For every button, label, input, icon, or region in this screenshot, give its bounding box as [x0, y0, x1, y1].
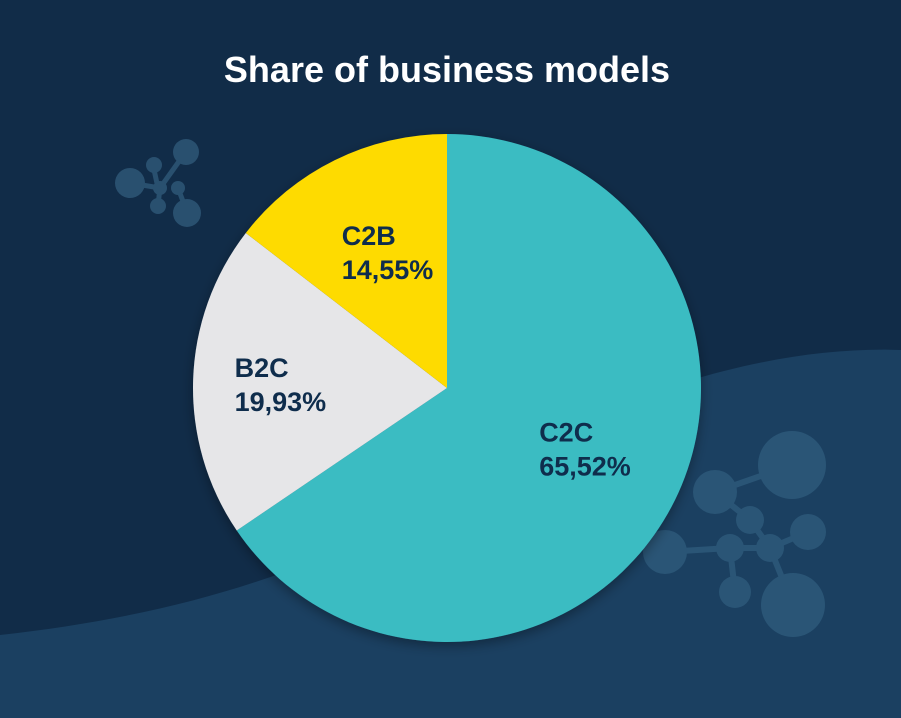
slice-label-name-c2b: C2B [342, 221, 396, 251]
molecule-network-icon-large [643, 431, 826, 637]
slice-label-name-b2c: B2C [235, 353, 289, 383]
molecule-network-icon [115, 139, 201, 227]
pie-chart [193, 134, 702, 642]
pie-slice-c2b [245, 134, 447, 388]
slice-label-value-c2c: 65,52% [539, 451, 631, 481]
pie-slice-b2c [193, 232, 447, 531]
slice-label-value-c2b: 14,55% [342, 255, 434, 285]
slice-label-name-c2c: C2C [539, 417, 593, 447]
pie-labels: C2C 65,52% B2C 19,93% C2B 14,55% [235, 221, 631, 481]
chart-title: Share of business models [224, 49, 670, 90]
slice-label-value-b2c: 19,93% [235, 387, 327, 417]
pie-slice-c2c [236, 134, 702, 642]
